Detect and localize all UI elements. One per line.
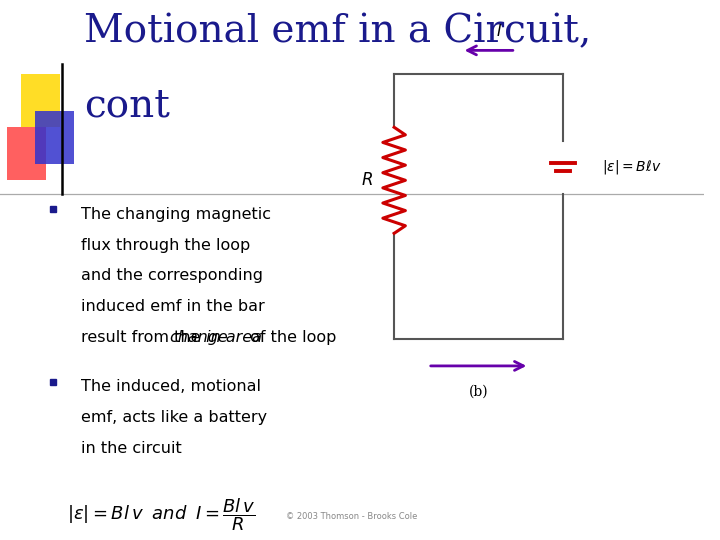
- Text: and the corresponding: and the corresponding: [81, 268, 263, 284]
- Text: flux through the loop: flux through the loop: [81, 238, 250, 253]
- Text: $|\varepsilon| = Bl\,v \;\; \mathit{and} \;\; I = \dfrac{Bl\,v}{R}$: $|\varepsilon| = Bl\,v \;\; \mathit{and}…: [67, 496, 256, 532]
- Text: of the loop: of the loop: [245, 330, 336, 345]
- Text: The changing magnetic: The changing magnetic: [81, 207, 271, 222]
- Text: (b): (b): [469, 384, 488, 399]
- Text: cont: cont: [84, 87, 171, 125]
- Text: emf, acts like a battery: emf, acts like a battery: [81, 410, 267, 425]
- Text: induced emf in the bar: induced emf in the bar: [81, 299, 265, 314]
- Text: change: change: [169, 330, 228, 345]
- Text: © 2003 Thomson - Brooks Cole: © 2003 Thomson - Brooks Cole: [287, 512, 418, 521]
- Text: $I$: $I$: [496, 23, 503, 39]
- Text: $R$: $R$: [361, 172, 374, 189]
- Text: The induced, motional: The induced, motional: [81, 379, 261, 394]
- FancyBboxPatch shape: [35, 111, 74, 164]
- Text: Motional emf in a Circuit,: Motional emf in a Circuit,: [84, 14, 592, 50]
- Text: $|\varepsilon| = B\ell v$: $|\varepsilon| = B\ell v$: [602, 158, 661, 176]
- FancyBboxPatch shape: [21, 74, 60, 127]
- Text: in area: in area: [201, 330, 261, 345]
- FancyBboxPatch shape: [7, 127, 46, 180]
- Text: result from the: result from the: [81, 330, 206, 345]
- Text: in the circuit: in the circuit: [81, 441, 181, 456]
